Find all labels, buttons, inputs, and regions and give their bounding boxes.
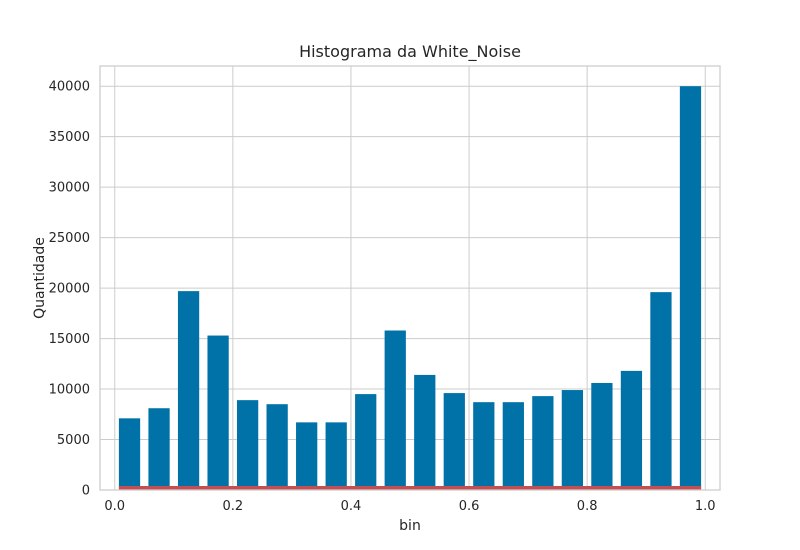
y-tick-label: 5000 (57, 433, 90, 448)
x-tick-label: 0.4 (341, 499, 362, 514)
x-tick-label: 0.6 (459, 499, 480, 514)
x-tick-label: 1.0 (695, 499, 716, 514)
y-tick-label: 20000 (49, 282, 90, 297)
histogram-bar (177, 291, 200, 490)
histogram-bar (561, 390, 584, 490)
y-tick-label: 35000 (49, 130, 90, 145)
histogram-bar (473, 402, 495, 490)
y-tick-label: 15000 (49, 332, 90, 347)
histogram-bar (443, 393, 465, 490)
y-tick-label: 10000 (49, 383, 90, 398)
y-tick-label: 25000 (49, 231, 90, 246)
histogram-bar (325, 422, 347, 490)
histogram-bar (591, 382, 613, 490)
x-axis-ticks: 0.0 0.2 0.4 0.6 0.8 1.0 (104, 499, 715, 514)
histogram-bar (620, 370, 643, 490)
y-axis-label: Quantidade (32, 237, 48, 319)
x-tick-label: 0.2 (223, 499, 244, 514)
y-tick-label: 40000 (49, 80, 90, 95)
x-tick-label: 0.8 (577, 499, 598, 514)
histogram-bar (355, 394, 377, 490)
histogram-bar (118, 418, 141, 490)
grid (100, 66, 720, 491)
plot-frame (99, 65, 721, 491)
histogram-bar (650, 292, 672, 490)
histogram-bar (502, 402, 524, 490)
y-tick-label: 30000 (49, 181, 90, 196)
histogram-bar (266, 404, 288, 490)
x-tick-label: 0.0 (104, 499, 125, 514)
histogram-bar (414, 374, 436, 490)
histogram-bar (532, 396, 554, 490)
histogram-bar (296, 422, 318, 490)
histogram-bar (207, 335, 229, 490)
y-tick-label: 0 (82, 484, 90, 499)
bars (118, 86, 702, 490)
histogram-bar (384, 330, 406, 490)
chart-title: Histograma da White_Noise (299, 42, 521, 62)
histogram-bar (148, 408, 170, 490)
histogram-bar (679, 86, 702, 490)
y-axis-ticks: 0 5000 10000 15000 20000 25000 30000 35000 40000 (49, 80, 90, 499)
histogram-bar (236, 400, 259, 490)
x-axis-label: bin (399, 518, 421, 534)
